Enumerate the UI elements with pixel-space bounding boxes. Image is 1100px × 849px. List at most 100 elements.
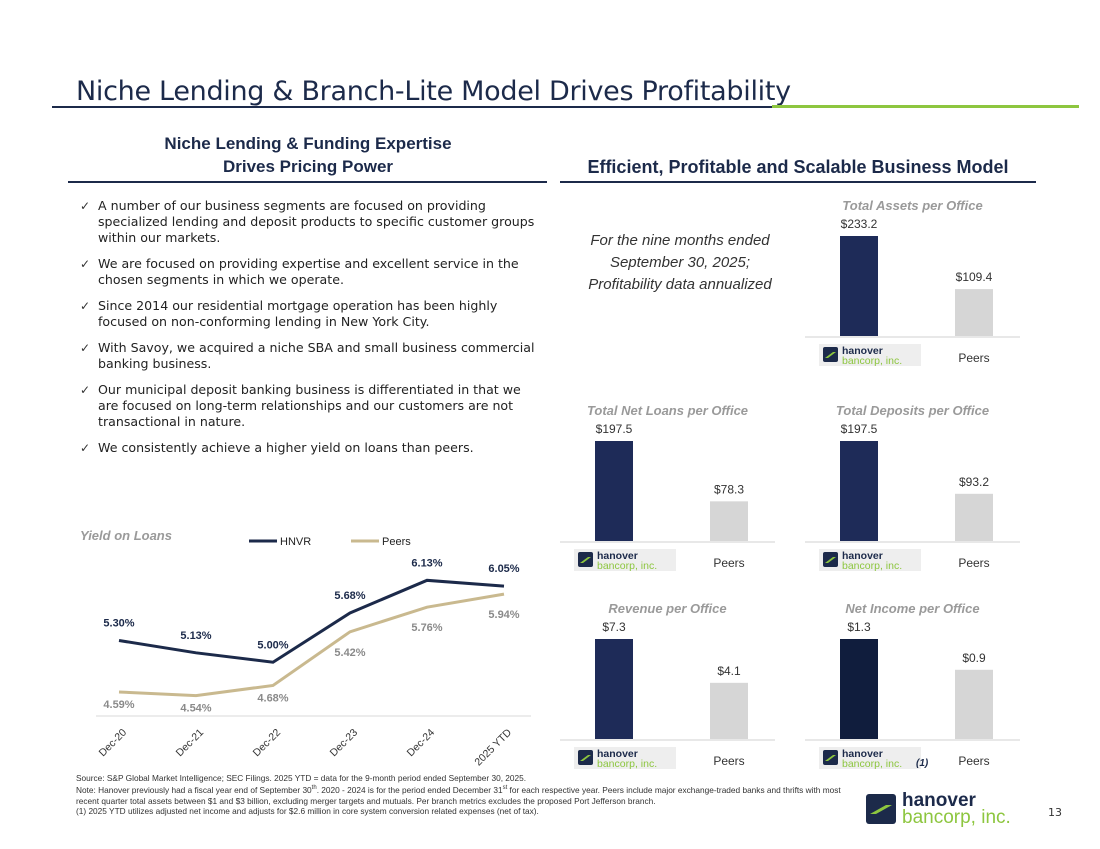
- bullet-text: Since 2014 our residential mortgage oper…: [98, 298, 498, 329]
- bullet-item: ✓ We consistently achieve a higher yield …: [80, 440, 540, 456]
- bullet-item: ✓ With Savoy, we acquired a niche SBA and…: [80, 340, 540, 372]
- x-tick-label: 2025 YTD: [472, 726, 514, 768]
- bar-chart-title: Revenue per Office: [608, 601, 726, 616]
- page-title: Niche Lending & Branch-Lite Model Drives…: [76, 76, 791, 107]
- bar-hanover: [840, 639, 878, 739]
- bar-chart-total-net-loans-per-office: Total Net Loans per Office $197.5 $78.3 han…: [560, 403, 775, 572]
- logo-line2: bancorp, inc.: [597, 758, 657, 770]
- company-logo: hanover bancorp, inc.: [866, 791, 1011, 829]
- data-label-peers: 4.59%: [103, 699, 134, 711]
- bar-value-label: $233.2: [841, 217, 878, 231]
- chart-legend: HNVR Peers: [249, 536, 411, 548]
- bullet-item: ✓ Since 2014 our residential mortgage ope…: [80, 298, 540, 330]
- bar-chart-total-deposits-per-office: Total Deposits per Office $197.5 $93.2 hano…: [805, 403, 1020, 572]
- bar-value-label: $4.1: [717, 664, 741, 678]
- yield-line-chart: HNVR Peers 5.30% 5.13% 5.00% 5.68% 6.13% 6.05% 4…: [96, 536, 531, 768]
- period-note: For the nine months ended September 30, …: [588, 232, 772, 293]
- logo-line2: bancorp, inc.: [902, 807, 1011, 829]
- bar-peers: [710, 682, 748, 739]
- bar-chart-net-income-per-office: Net Income per Office $1.3 $0.9 hanoverbanc…: [805, 601, 1020, 770]
- bullet-item: ✓ We are focused on providing expertise a…: [80, 256, 540, 288]
- x-tick-label: Dec-21: [174, 727, 207, 760]
- logo-line1: hanover: [597, 748, 638, 760]
- right-section-rule: [560, 181, 1036, 183]
- peers-category-label: Peers: [713, 556, 744, 570]
- footnote-marker: (1): [916, 758, 929, 769]
- check-icon: ✓: [80, 341, 91, 355]
- x-tick-label: Dec-23: [328, 727, 361, 760]
- check-icon: ✓: [80, 199, 91, 213]
- data-label-hnvr: 5.30%: [103, 618, 134, 630]
- bar-chart-revenue-per-office: Revenue per Office $7.3 $4.1 hanoverbancorp…: [560, 601, 775, 770]
- bar-chart-title: Total Deposits per Office: [836, 403, 989, 418]
- data-label-peers: 5.94%: [488, 609, 519, 621]
- bar-value-label: $7.3: [602, 620, 626, 634]
- data-label-peers: 5.42%: [334, 647, 365, 659]
- bullet-list: ✓ A number of our business segments are f…: [80, 198, 540, 466]
- title-accent-rule: [772, 105, 1079, 108]
- peers-category-label: Peers: [958, 754, 989, 768]
- data-label-peers: 4.54%: [180, 703, 211, 715]
- left-heading-line1: Niche Lending & Funding Expertise: [164, 134, 452, 153]
- bullet-item: ✓ A number of our business segments are f…: [80, 198, 540, 246]
- bar-chart-title: Total Net Loans per Office: [587, 403, 748, 418]
- data-label-hnvr: 5.13%: [180, 630, 211, 642]
- data-label-hnvr: 5.68%: [334, 590, 365, 602]
- bar-chart-total-assets-per-office: Total Assets per Office $233.2 $109.4 hanov…: [805, 198, 1020, 367]
- bullet-text: With Savoy, we acquired a niche SBA and …: [98, 340, 535, 371]
- bar-peers: [955, 493, 993, 541]
- logo-line2: bancorp, inc.: [842, 758, 902, 770]
- logo-line1: hanover: [842, 550, 883, 562]
- peers-category-label: Peers: [958, 351, 989, 365]
- check-icon: ✓: [80, 383, 91, 397]
- check-icon: ✓: [80, 257, 91, 271]
- bar-hanover: [840, 441, 878, 541]
- bar-value-label: $93.2: [959, 475, 989, 489]
- data-label-hnvr: 5.00%: [257, 639, 288, 651]
- legend-label-peers: Peers: [382, 536, 411, 548]
- yield-chart-title: Yield on Loans: [80, 528, 172, 543]
- logo-line2: bancorp, inc.: [842, 355, 902, 367]
- logo-line1: hanover: [842, 345, 883, 357]
- check-icon: ✓: [80, 299, 91, 313]
- bar-value-label: $197.5: [841, 422, 878, 436]
- bar-value-label: $109.4: [956, 270, 993, 284]
- bullet-text: Our municipal deposit banking business i…: [98, 382, 521, 429]
- bar-hanover: [595, 441, 633, 541]
- page-number: 13: [1048, 806, 1062, 819]
- logo-line1: hanover: [842, 748, 883, 760]
- x-tick-label: Dec-24: [405, 727, 438, 760]
- x-tick-label: Dec-22: [251, 727, 284, 760]
- left-heading-line2: Drives Pricing Power: [222, 157, 394, 176]
- left-section-heading: Niche Lending & Funding Expertise Drives…: [68, 132, 548, 178]
- bar-value-label: $1.3: [847, 620, 871, 634]
- data-label-hnvr: 6.13%: [411, 557, 442, 569]
- bar-peers: [955, 669, 993, 739]
- bar-hanover: [595, 639, 633, 739]
- series-line-hnvr: [118, 578, 505, 664]
- data-label-peers: 5.76%: [411, 622, 442, 634]
- footnote-adjusted: (1) 2025 YTD utilizes adjusted net incom…: [76, 805, 539, 816]
- bullet-text: We are focused on providing expertise an…: [98, 256, 519, 287]
- logo-line1: hanover: [597, 550, 638, 562]
- bullet-text: We consistently achieve a higher yield o…: [98, 440, 474, 455]
- logo-line2: bancorp, inc.: [597, 560, 657, 572]
- peers-category-label: Peers: [713, 754, 744, 768]
- bar-value-label: $78.3: [714, 482, 744, 496]
- bar-chart-title: Net Income per Office: [845, 601, 979, 616]
- footnote-note: Note: Hanover previously had a fiscal ye…: [76, 785, 841, 806]
- title-rule: [52, 106, 772, 108]
- footnote-source: Source: S&P Global Market Intelligence; …: [76, 773, 527, 783]
- data-label-hnvr: 6.05%: [488, 563, 519, 575]
- bar-peers: [710, 501, 748, 541]
- x-tick-label: Dec-20: [97, 727, 130, 760]
- series-line-peers: [118, 592, 505, 698]
- bullet-text: A number of our business segments are fo…: [98, 198, 535, 245]
- logo-line2: bancorp, inc.: [842, 560, 902, 572]
- data-label-peers: 4.68%: [257, 692, 288, 704]
- bar-chart-title: Total Assets per Office: [842, 198, 982, 213]
